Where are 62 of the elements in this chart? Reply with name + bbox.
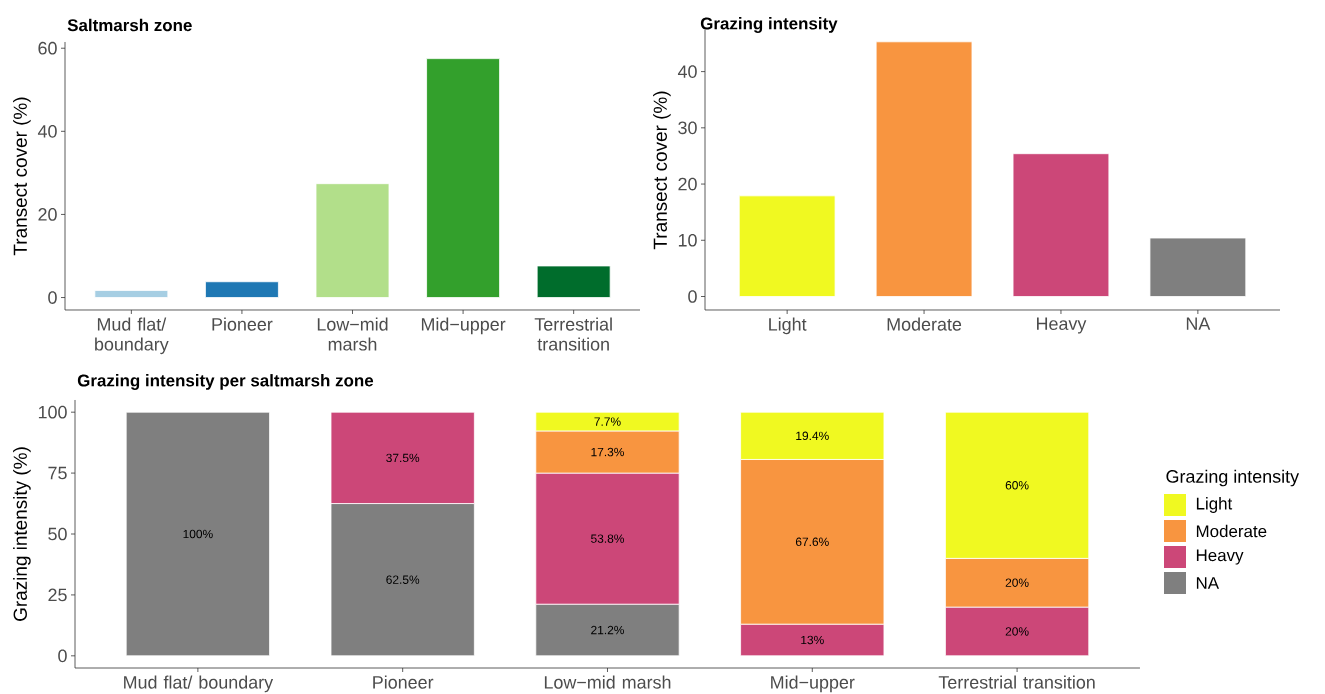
x-tick-label: Mud flat/ boundary [124, 675, 274, 693]
y-axis-title: Transect cover (%) [13, 97, 31, 256]
data-label: 17.3% [591, 447, 624, 457]
x-tick-label: NA [1186, 317, 1211, 330]
bar [315, 183, 390, 298]
data-label: 21.2% [591, 625, 624, 635]
x-tick-label: Pioneer [212, 317, 273, 331]
x-tick-label: Mid−upper [421, 317, 506, 335]
y-tick-label: 40 [677, 65, 697, 78]
legend-label: Heavy [1196, 549, 1244, 565]
data-label: 62.5% [386, 575, 420, 584]
legend-label: NA [1196, 577, 1220, 589]
bar [536, 265, 611, 298]
data-label: 100% [183, 529, 213, 539]
y-tick-label: 30 [678, 121, 697, 135]
y-tick-label: 100 [38, 405, 67, 419]
bar [738, 195, 836, 297]
y-tick-label: 40 [37, 124, 57, 138]
y-tick-label: 0 [48, 291, 57, 304]
x-tick-label: Mud flat/ boundary [95, 317, 169, 355]
data-label: 19.4% [796, 431, 829, 441]
data-label: 20% [1005, 627, 1029, 636]
bar [426, 58, 500, 298]
y-tick-label: 0 [688, 290, 697, 303]
legend-title: Grazing intensity [1166, 469, 1300, 487]
y-tick-label: 0 [58, 649, 67, 663]
legend-label: Light [1196, 497, 1233, 513]
data-label: 7.7% [594, 417, 621, 426]
y-tick-label: 10 [678, 233, 697, 247]
data-label: 67.6% [795, 537, 829, 547]
chart-title: Grazing intensity [700, 17, 838, 33]
x-tick-label: Pioneer [373, 675, 434, 689]
chart-title: Saltmarsh zone [67, 18, 192, 32]
x-tick-label: Mid−upper [771, 675, 855, 693]
x-tick-label: Light [769, 317, 807, 335]
x-tick-label: Low−mid marsh [317, 317, 388, 351]
x-tick-label: Moderate [887, 317, 962, 331]
data-label: 60% [1005, 481, 1029, 490]
y-tick-label: 20 [678, 177, 697, 191]
data-label: 53.8% [591, 534, 624, 543]
legend-label: Moderate [1196, 524, 1267, 538]
bar [875, 41, 973, 297]
data-label: 20% [1005, 578, 1029, 587]
y-tick-label: 25 [48, 588, 67, 602]
y-tick-label: 50 [48, 527, 67, 541]
x-tick-label: Low−mid marsh [544, 675, 671, 689]
bar [205, 281, 279, 298]
y-tick-label: 20 [38, 208, 57, 221]
x-tick-label: Terrestrial transition [938, 675, 1095, 689]
chart-title: Grazing intensity per saltmarsh zone [77, 374, 374, 390]
y-axis-title: Transect cover (%) [653, 91, 671, 250]
data-label: 13% [801, 635, 824, 645]
bar [1012, 153, 1110, 297]
bar [1149, 237, 1247, 297]
x-tick-label: Heavy [1037, 317, 1087, 334]
x-tick-label: Terrestrial transition [534, 317, 612, 351]
y-axis-title: Grazing intensity (%) [13, 447, 31, 621]
data-label: 37.5% [386, 453, 420, 463]
y-tick-label: 60 [38, 41, 57, 55]
bar [94, 290, 169, 298]
y-tick-label: 75 [48, 466, 67, 480]
bar [125, 411, 270, 657]
